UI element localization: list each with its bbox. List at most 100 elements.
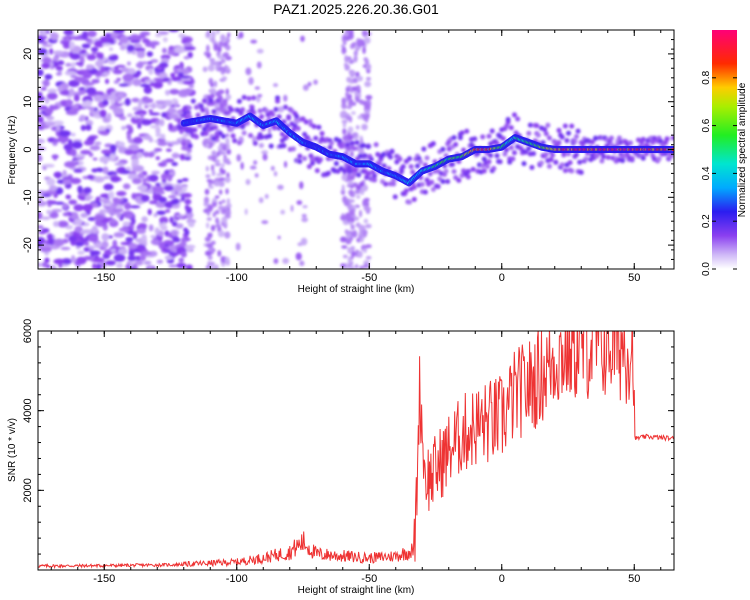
spectrogram-noise-blob: [350, 60, 354, 64]
spectrogram-noise-blob: [341, 184, 345, 193]
spectrogram-noise-blob: [169, 88, 180, 95]
spectrogram-halo-blob: [297, 159, 303, 165]
spectrogram-noise-blob: [49, 48, 54, 55]
spectrogram-noise-blob: [41, 216, 51, 220]
spectrogram-noise-blob: [41, 193, 52, 198]
spectrogram-halo-blob: [297, 153, 303, 159]
spectrogram-noise-blob: [66, 99, 73, 107]
spectrogram-halo-blob: [575, 128, 581, 134]
spectrogram-noise-blob: [126, 44, 135, 52]
spectrogram-noise-blob: [159, 216, 169, 224]
spectrogram-noise-blob: [38, 37, 44, 44]
spectrogram-halo-blob: [240, 124, 246, 130]
spectrogram-noise-blob: [258, 197, 264, 204]
spectrogram-noise-blob: [155, 156, 160, 161]
spectrogram-noise-blob: [264, 194, 269, 199]
spectrogram-noise-blob: [146, 51, 154, 57]
spectrogram-halo-blob: [640, 136, 646, 142]
spectrogram-noise-blob: [208, 88, 214, 94]
spectrogram-noise-blob: [351, 111, 356, 115]
spectrogram-noise-blob: [38, 262, 42, 268]
spectrogram-noise-blob: [182, 133, 191, 137]
spectrogram-halo-blob: [440, 146, 446, 152]
spectrogram-noise-blob: [83, 247, 90, 252]
spectrogram-halo-blob: [365, 144, 371, 150]
spectrogram-halo-blob: [354, 140, 360, 146]
spectrogram-halo-blob: [656, 156, 662, 162]
spectrogram-halo-blob: [511, 112, 517, 118]
spectrogram-noise-blob: [364, 81, 372, 88]
spectrogram-noise-blob: [64, 70, 77, 76]
spectrogram-noise-blob: [363, 230, 368, 238]
spectrogram-noise-blob: [107, 96, 114, 101]
spectrogram-halo-blob: [317, 157, 323, 163]
spectrogram-noise-blob: [354, 96, 360, 100]
spectrogram-noise-blob: [62, 202, 68, 210]
spectrogram-noise-blob: [150, 59, 159, 63]
spectrogram-halo-blob: [535, 132, 541, 138]
spectrogram-noise-blob: [123, 202, 132, 210]
spectrogram-noise-blob: [211, 37, 216, 45]
spectrogram-halo-blob: [375, 151, 381, 157]
spectrogram-noise-blob: [210, 224, 216, 232]
spectrogram-noise-blob: [254, 86, 260, 90]
spectrogram-noise-blob: [140, 119, 153, 126]
spectrogram-noise-blob: [109, 104, 118, 110]
spectrogram-noise-blob: [207, 204, 213, 212]
spectrogram-halo-blob: [457, 135, 463, 141]
spectrogram-halo-blob: [511, 150, 517, 156]
spectrogram-noise-blob: [139, 113, 145, 118]
spectrogram-halo-blob: [381, 163, 387, 169]
spectrogram-noise-blob: [355, 222, 361, 228]
spectrogram-noise-blob: [362, 113, 370, 121]
spectrogram-noise-blob: [93, 39, 105, 48]
spectrogram-noise-blob: [340, 214, 347, 221]
spectrogram-halo-blob: [491, 166, 497, 172]
spectrogram-noise-blob: [42, 79, 50, 87]
spectrogram-noise-blob: [168, 122, 173, 130]
spectrogram-noise-blob: [341, 119, 348, 124]
spectrogram-halo-blob: [553, 159, 559, 165]
spectrogram-noise-blob: [142, 177, 147, 184]
spectrogram-noise-blob: [210, 82, 214, 88]
spectrogram-halo-blob: [508, 145, 514, 151]
spectrogram-noise-blob: [161, 112, 168, 118]
spectrogram-noise-blob: [155, 132, 162, 138]
spectrogram-noise-blob: [68, 199, 78, 205]
spectrogram-noise-blob: [235, 242, 241, 251]
spectrogram-noise-blob: [114, 162, 126, 166]
spectrogram-noise-blob: [109, 98, 116, 106]
spectrogram-noise-blob: [55, 124, 61, 132]
spectrogram-noise-blob: [355, 47, 359, 52]
spectrogram-noise-blob: [353, 50, 358, 56]
spectrogram-noise-blob: [158, 196, 167, 203]
spectrogram-halo-blob: [481, 156, 487, 162]
spectrogram-halo-blob: [197, 123, 203, 129]
spectrogram-halo-blob: [349, 140, 355, 146]
spectrogram-halo-blob: [200, 107, 206, 113]
spectrogram-noise-blob: [137, 200, 144, 205]
spectrogram-noise-blob: [70, 255, 76, 263]
y-tick-label: -20: [22, 237, 34, 253]
spectrogram-halo-blob: [348, 135, 354, 141]
spectrogram-noise-blob: [116, 77, 121, 82]
spectrogram-noise-blob: [72, 104, 79, 109]
spectrogram-noise-blob: [137, 122, 142, 129]
spectrogram-noise-blob: [41, 62, 51, 69]
spectrogram-noise-blob: [121, 125, 127, 131]
spectrogram-noise-blob: [214, 162, 222, 167]
spectrogram-noise-blob: [68, 88, 75, 96]
spectrogram-halo-blob: [589, 139, 595, 145]
spectrogram-noise-blob: [159, 118, 165, 127]
spectrogram-noise-blob: [38, 190, 48, 195]
spectrogram-noise-blob: [353, 54, 358, 63]
spectrogram-noise-blob: [248, 77, 254, 85]
spectrogram-noise-blob: [73, 218, 83, 226]
spectrogram-halo-blob: [391, 181, 397, 187]
spectrogram-noise-blob: [340, 263, 346, 268]
spectrogram-noise-blob: [212, 212, 216, 218]
spectrogram-noise-blob: [121, 67, 129, 73]
spectrogram-noise-blob: [51, 208, 63, 213]
spectrogram-halo-blob: [283, 104, 289, 110]
spectrogram-noise-blob: [94, 242, 102, 249]
